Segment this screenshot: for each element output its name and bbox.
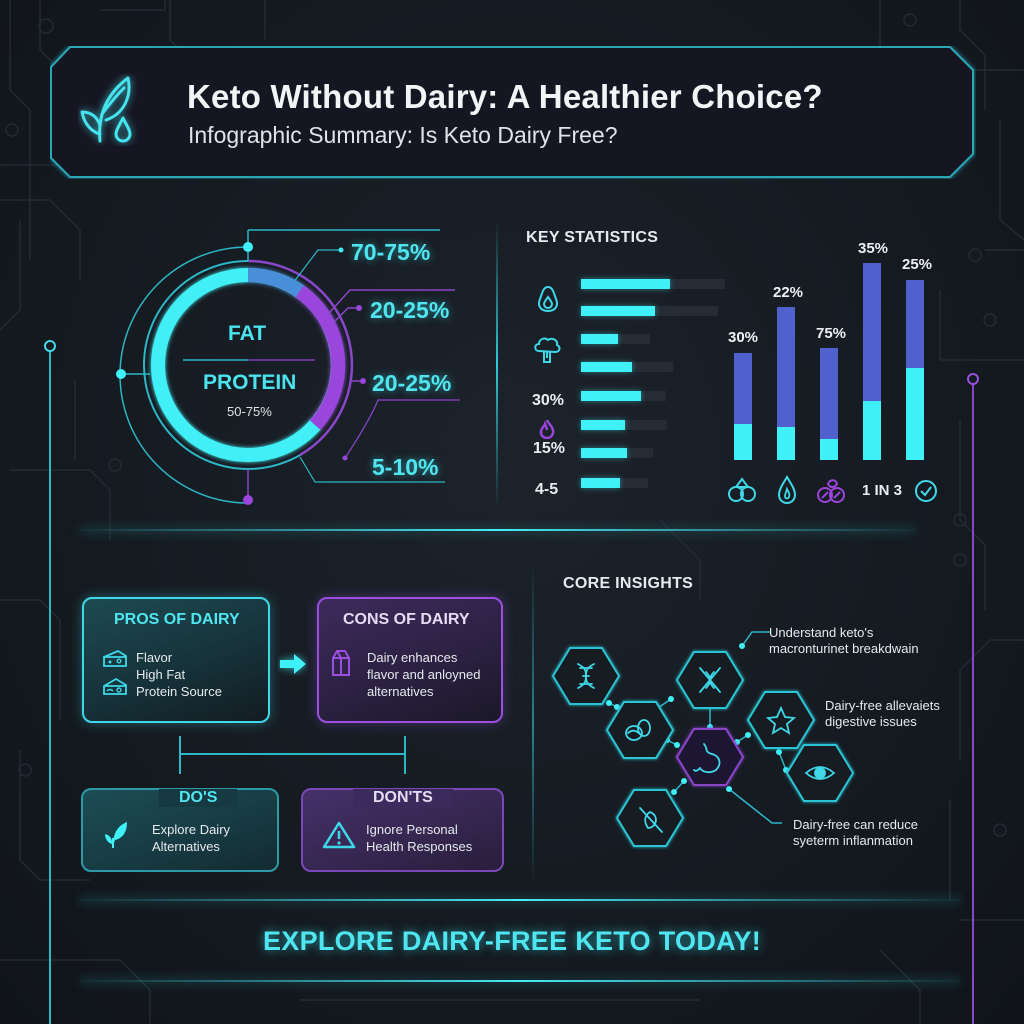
dos-title: DO'S [159,789,238,807]
stat-bar-1 [581,279,725,289]
warning-icon [322,821,356,849]
vbar-label-3: 75% [815,325,847,342]
arrow-right-icon [280,654,306,674]
pros-card: PROS OF DAIRY Flavor High Fat Protein So… [82,597,270,723]
macro-label-protein-alt: 20-25% [372,370,452,396]
stat-bar-8 [581,478,648,488]
oil-drop-flame-icon [777,475,797,504]
leaf-icon [105,822,127,848]
insight-1: Understand keto's macronturinet breakdwa… [769,625,919,656]
dos-line: Explore Dairy [152,822,231,837]
vbar-5 [906,280,924,460]
cons-card: CONS OF DAIRY Dairy enhances flavor and … [317,597,503,723]
vbar-label-4: 35% [857,240,889,257]
cta-explore-button[interactable]: EXPLORE DAIRY-FREE KETO TODAY! [262,926,762,956]
cheese-icon [103,649,127,667]
pros-title: PROS OF DAIRY [114,611,240,628]
stat-bar-4 [581,362,673,372]
dos-donts-connector [179,736,406,774]
donts-title: DON'TS [353,789,453,807]
insights-hex-network [551,631,855,847]
pros-item: Flavor [136,650,173,665]
stat-label-30: 30% [532,392,565,409]
dos-card: DO'S Explore Dairy Alternatives [81,788,279,872]
milk-carton-icon [332,650,350,676]
page-subtitle: Infographic Summary: Is Keto Dairy Free? [188,122,618,148]
vbar-label-1: 30% [727,329,759,346]
header-frame [50,46,974,178]
donts-line: Ignore Personal [366,822,458,837]
eggs-icon [728,477,756,502]
stat-label-15: 15% [533,440,566,457]
hex-star [746,691,816,749]
leaf-drop-icon [80,76,132,143]
stat-label-4-5: 4-5 [535,481,559,498]
vbar-2 [777,307,795,460]
upper-divider [496,222,498,507]
donts-line: Health Responses [366,839,473,854]
lower-divider [532,565,534,885]
cheese-icon-2 [103,677,127,695]
cons-title: CONS OF DAIRY [343,611,470,628]
pros-item: High Fat [136,667,186,682]
cta-top-line [80,899,960,901]
section-divider [80,529,915,531]
stat-bar-6 [581,420,667,430]
hex-seed [605,701,675,759]
vbar-3 [820,348,838,460]
macro-label-protein: 20-25% [370,297,450,323]
macro-label-fat: 70-75% [351,239,431,265]
insight-3: Dairy-free can reduce syeterm inflanmati… [793,817,918,848]
stat-bar-5 [581,391,666,401]
broccoli-icon [534,337,561,363]
macro-label-carbs: 5-10% [372,454,439,480]
macro-donut-chart [116,229,460,505]
flame-icon [539,419,555,439]
vbar-caption: 1 IN 3 [862,482,903,499]
stat-bar-2 [581,306,718,316]
vbar-1 [734,353,752,460]
cons-line: flavor and anloyned [367,667,481,682]
check-circle-icon [915,480,937,502]
vbar-label-5: 25% [901,256,933,273]
nuts-icon [817,479,845,503]
cons-line: Dairy enhances [367,650,458,665]
pros-item: Protein Source [136,684,222,699]
page-title: Keto Without Dairy: A Healthier Choice? [187,78,823,115]
avocado-icon [538,285,558,313]
donut-center-value: 50-75% [227,404,272,419]
core-insights-title: CORE INSIGHTS [563,575,694,592]
stat-bar-7 [581,448,653,458]
vbar-4 [863,263,881,460]
cons-line: alternatives [367,684,434,699]
insight-2: Dairy-free allevaiets digestive issues [825,698,940,729]
donts-card: DON'TS Ignore Personal Health Responses [301,788,504,872]
dos-line: Alternatives [152,839,220,854]
donut-center-bottom: PROTEIN [203,371,297,394]
cta-bottom-line [80,980,960,982]
vbar-label-2: 22% [772,284,804,301]
key-statistics-title: KEY STATISTICS [526,229,659,246]
stat-bar-3 [581,334,650,344]
donut-center-top: FAT [228,322,267,345]
